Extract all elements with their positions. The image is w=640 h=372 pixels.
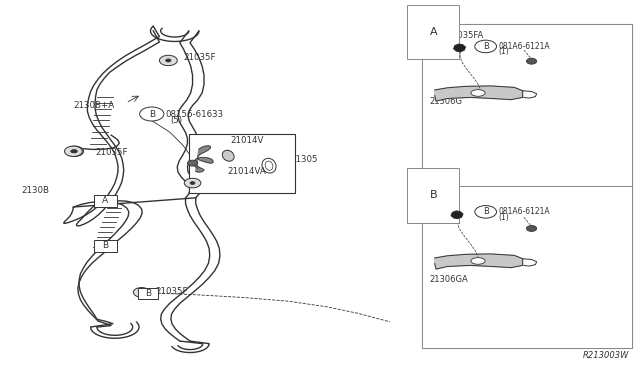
FancyBboxPatch shape bbox=[138, 288, 158, 299]
Circle shape bbox=[475, 206, 497, 218]
Ellipse shape bbox=[265, 161, 273, 170]
Polygon shape bbox=[454, 44, 465, 52]
FancyBboxPatch shape bbox=[189, 134, 294, 193]
Text: R213003W: R213003W bbox=[582, 350, 629, 359]
FancyBboxPatch shape bbox=[422, 186, 632, 349]
Text: (1): (1) bbox=[499, 212, 509, 221]
Text: 2130B+A: 2130B+A bbox=[74, 101, 115, 110]
Text: 2130B: 2130B bbox=[22, 186, 50, 195]
Text: 08156-61633: 08156-61633 bbox=[165, 109, 223, 119]
Polygon shape bbox=[195, 146, 213, 172]
Text: 21306G: 21306G bbox=[429, 97, 463, 106]
Polygon shape bbox=[435, 86, 523, 101]
Text: A: A bbox=[429, 27, 437, 37]
Circle shape bbox=[190, 182, 195, 185]
FancyBboxPatch shape bbox=[422, 23, 632, 349]
Text: 21035F: 21035F bbox=[96, 148, 128, 157]
FancyBboxPatch shape bbox=[94, 240, 116, 252]
Text: 21035F: 21035F bbox=[156, 288, 188, 296]
Text: 21035F: 21035F bbox=[183, 53, 216, 62]
Circle shape bbox=[70, 150, 76, 153]
Circle shape bbox=[66, 146, 84, 157]
Circle shape bbox=[72, 150, 77, 153]
Circle shape bbox=[140, 107, 164, 121]
Text: 21035E: 21035E bbox=[429, 217, 461, 225]
Circle shape bbox=[527, 58, 537, 64]
Text: 081A6-6121A: 081A6-6121A bbox=[499, 42, 550, 51]
Text: 21014VA: 21014VA bbox=[228, 167, 266, 176]
Text: 21035F: 21035F bbox=[204, 176, 237, 185]
Text: B: B bbox=[429, 190, 437, 201]
Circle shape bbox=[475, 40, 497, 53]
Ellipse shape bbox=[222, 150, 234, 161]
Circle shape bbox=[166, 59, 171, 62]
Circle shape bbox=[188, 160, 198, 166]
Text: 21306GA: 21306GA bbox=[429, 275, 468, 284]
Text: 21305: 21305 bbox=[290, 154, 317, 164]
Polygon shape bbox=[435, 254, 523, 269]
Text: 21014V: 21014V bbox=[231, 136, 264, 145]
Text: (5): (5) bbox=[170, 116, 182, 125]
Circle shape bbox=[133, 288, 150, 297]
Circle shape bbox=[184, 178, 201, 188]
Text: B: B bbox=[102, 241, 108, 250]
Text: 21035FA: 21035FA bbox=[447, 31, 484, 40]
Text: B: B bbox=[145, 289, 151, 298]
FancyBboxPatch shape bbox=[422, 23, 632, 186]
FancyBboxPatch shape bbox=[94, 195, 116, 207]
Ellipse shape bbox=[262, 158, 276, 173]
Ellipse shape bbox=[471, 90, 485, 96]
Circle shape bbox=[65, 146, 83, 157]
Text: 081A6-6121A: 081A6-6121A bbox=[499, 207, 550, 217]
Text: B: B bbox=[483, 207, 488, 217]
Text: B: B bbox=[483, 42, 488, 51]
Ellipse shape bbox=[471, 258, 485, 264]
Polygon shape bbox=[451, 211, 463, 218]
Text: B: B bbox=[148, 109, 155, 119]
Text: (1): (1) bbox=[499, 47, 509, 56]
Circle shape bbox=[139, 291, 144, 294]
Circle shape bbox=[159, 55, 177, 65]
Circle shape bbox=[527, 225, 537, 231]
Text: A: A bbox=[102, 196, 108, 205]
